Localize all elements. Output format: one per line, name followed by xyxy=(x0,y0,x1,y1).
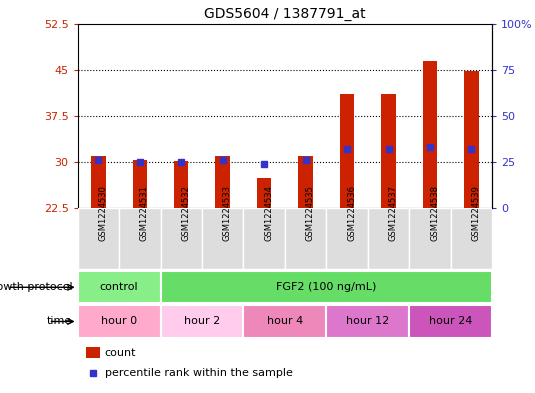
Bar xyxy=(299,156,313,208)
Bar xyxy=(160,208,202,269)
Text: GSM1224537: GSM1224537 xyxy=(388,185,398,241)
Text: time: time xyxy=(47,316,72,327)
Bar xyxy=(285,208,326,269)
Text: FGF2 (100 ng/mL): FGF2 (100 ng/mL) xyxy=(276,282,377,292)
Text: GSM1224535: GSM1224535 xyxy=(305,185,315,241)
Text: GSM1224531: GSM1224531 xyxy=(140,185,149,241)
Bar xyxy=(133,160,147,208)
Bar xyxy=(202,208,243,269)
Bar xyxy=(119,208,160,269)
Bar xyxy=(86,347,101,358)
Bar xyxy=(78,271,160,303)
Text: hour 2: hour 2 xyxy=(184,316,220,327)
Bar xyxy=(91,156,105,208)
Text: GSM1224532: GSM1224532 xyxy=(181,185,190,241)
Text: hour 24: hour 24 xyxy=(429,316,472,327)
Bar xyxy=(78,305,160,338)
Bar xyxy=(326,208,368,269)
Bar xyxy=(340,94,354,208)
Text: hour 4: hour 4 xyxy=(267,316,303,327)
Bar xyxy=(257,178,271,208)
Bar xyxy=(381,94,396,208)
Bar xyxy=(409,208,451,269)
Bar xyxy=(368,208,409,269)
Bar xyxy=(160,305,243,338)
Bar xyxy=(160,271,492,303)
Bar xyxy=(464,71,479,208)
Bar xyxy=(174,161,188,208)
Bar xyxy=(450,208,492,269)
Text: GSM1224539: GSM1224539 xyxy=(471,185,480,241)
Text: GSM1224536: GSM1224536 xyxy=(347,185,356,241)
Title: GDS5604 / 1387791_at: GDS5604 / 1387791_at xyxy=(204,7,366,21)
Text: GSM1224534: GSM1224534 xyxy=(264,185,273,241)
Text: GSM1224530: GSM1224530 xyxy=(98,185,108,241)
Text: percentile rank within the sample: percentile rank within the sample xyxy=(104,368,293,378)
Bar xyxy=(326,305,409,338)
Text: growth protocol: growth protocol xyxy=(0,282,72,292)
Text: GSM1224538: GSM1224538 xyxy=(430,185,439,241)
Text: GSM1224533: GSM1224533 xyxy=(223,185,232,241)
Bar xyxy=(243,305,326,338)
Text: hour 0: hour 0 xyxy=(101,316,137,327)
Bar xyxy=(243,208,285,269)
Bar xyxy=(78,208,119,269)
Text: control: control xyxy=(100,282,139,292)
Bar xyxy=(216,156,230,208)
Text: count: count xyxy=(104,347,136,358)
Bar xyxy=(423,61,437,208)
Text: hour 12: hour 12 xyxy=(346,316,389,327)
Bar xyxy=(409,305,492,338)
